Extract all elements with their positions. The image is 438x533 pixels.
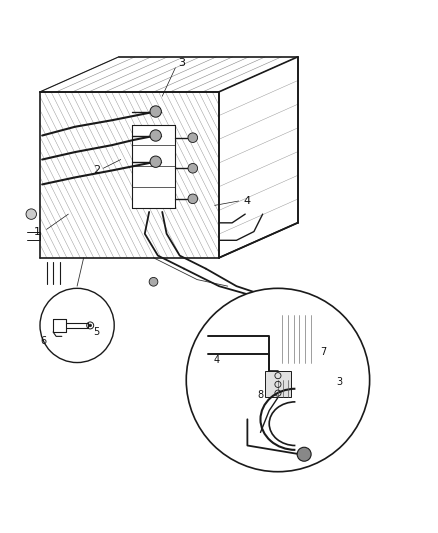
Text: 8: 8 <box>258 390 264 400</box>
Polygon shape <box>40 92 219 258</box>
Text: 6: 6 <box>40 336 46 346</box>
Circle shape <box>26 209 36 220</box>
Circle shape <box>188 194 198 204</box>
Circle shape <box>149 277 158 286</box>
Circle shape <box>89 324 92 327</box>
Circle shape <box>188 164 198 173</box>
Text: 3: 3 <box>336 377 342 387</box>
Circle shape <box>188 133 198 142</box>
Text: 5: 5 <box>94 327 100 337</box>
Polygon shape <box>219 57 297 258</box>
Polygon shape <box>40 57 297 92</box>
Circle shape <box>150 156 161 167</box>
Text: 3: 3 <box>178 59 185 68</box>
Text: 7: 7 <box>321 346 327 357</box>
Text: 4: 4 <box>244 196 251 206</box>
Circle shape <box>150 130 161 141</box>
Circle shape <box>186 288 370 472</box>
Bar <box>265 372 291 398</box>
Text: 2: 2 <box>93 165 100 175</box>
Text: 4: 4 <box>214 356 220 365</box>
Circle shape <box>150 106 161 117</box>
Circle shape <box>297 447 311 461</box>
Circle shape <box>40 288 114 362</box>
Polygon shape <box>132 125 175 207</box>
Text: 1: 1 <box>34 227 41 237</box>
